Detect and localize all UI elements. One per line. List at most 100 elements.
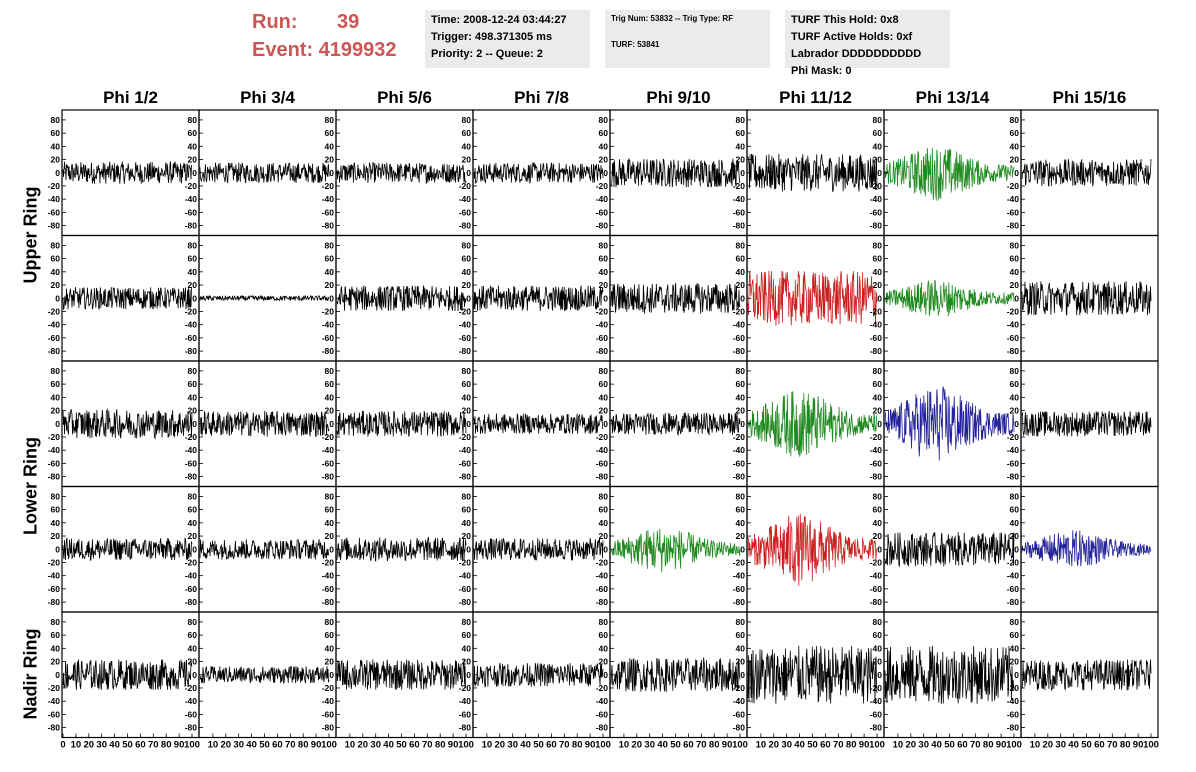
y-tick-label: 80 <box>188 617 198 627</box>
y-tick-label: 40 <box>736 267 746 277</box>
column-header-phi-15-16: Phi 15/16 <box>1052 88 1127 107</box>
x-tick-label: 90 <box>448 740 459 751</box>
y-tick-label: 20 <box>325 657 335 667</box>
y-tick-label: 60 <box>188 254 198 264</box>
y-tick-label: 40 <box>599 643 609 653</box>
x-tick-label: 70 <box>1107 740 1118 751</box>
y-tick-label: 80 <box>188 491 198 501</box>
x-tick-label: 60 <box>135 740 146 751</box>
x-tick-label: 30 <box>1055 740 1066 751</box>
y-tick-label: 80 <box>873 617 883 627</box>
y-tick-label: 40 <box>599 141 609 151</box>
x-tick-label: 60 <box>957 740 968 751</box>
y-tick-label: 0 <box>329 293 334 303</box>
y-tick-label: 0 <box>466 544 471 554</box>
x-tick-label: 40 <box>109 740 120 751</box>
y-tick-label: -40 <box>733 696 746 706</box>
waveform-trace <box>62 537 193 561</box>
waveform-trace <box>1021 659 1152 692</box>
y-tick-label: 20 <box>462 531 472 541</box>
waveform-trace <box>62 160 193 184</box>
y-tick-label: 40 <box>736 518 746 528</box>
y-tick-label: 60 <box>873 630 883 640</box>
y-tick-label: 0 <box>1014 419 1019 429</box>
y-tick-label: 80 <box>873 491 883 501</box>
y-tick-label: 40 <box>599 518 609 528</box>
y-tick-label: -20 <box>1007 683 1020 693</box>
y-tick-label: 20 <box>325 155 335 165</box>
y-tick-label: -80 <box>48 346 61 356</box>
y-tick-label: 60 <box>1010 379 1020 389</box>
time-line: Time: 2008-12-24 03:44:27 <box>431 14 567 26</box>
waveform-trace <box>336 659 467 690</box>
y-tick-label: -60 <box>48 458 61 468</box>
x-tick-label: 20 <box>221 740 232 751</box>
waveform-trace <box>473 162 604 184</box>
y-tick-label: -80 <box>596 221 609 231</box>
y-tick-label: -40 <box>48 320 61 330</box>
y-tick-label: 40 <box>462 518 472 528</box>
y-tick-label: 0 <box>55 544 60 554</box>
y-tick-label: -20 <box>48 432 61 442</box>
y-tick-label: 20 <box>599 155 609 165</box>
x-tick-label: 80 <box>709 740 720 751</box>
y-tick-label: -40 <box>1007 445 1020 455</box>
y-tick-label: -20 <box>459 306 472 316</box>
y-tick-label: -80 <box>48 221 61 231</box>
y-tick-label: 40 <box>188 392 198 402</box>
y-tick-label: 20 <box>736 280 746 290</box>
x-tick-label: 40 <box>931 740 942 751</box>
y-tick-label: 0 <box>55 419 60 429</box>
y-tick-label: 80 <box>599 491 609 501</box>
y-tick-label: -20 <box>459 557 472 567</box>
y-tick-label: -60 <box>322 458 335 468</box>
y-tick-label: 20 <box>188 531 198 541</box>
y-tick-label: 40 <box>325 141 335 151</box>
y-tick-label: 0 <box>1014 293 1019 303</box>
y-tick-label: 0 <box>603 168 608 178</box>
y-tick-label: 60 <box>462 505 472 515</box>
y-tick-label: 0 <box>603 293 608 303</box>
y-tick-label: -20 <box>185 432 198 442</box>
y-tick-label: 60 <box>325 630 335 640</box>
y-tick-label: -60 <box>459 333 472 343</box>
y-tick-label: -20 <box>870 432 883 442</box>
y-tick-label: 0 <box>740 544 745 554</box>
y-tick-label: 80 <box>325 115 335 125</box>
y-tick-label: 20 <box>462 657 472 667</box>
y-tick-label: 20 <box>462 155 472 165</box>
y-tick-label: -40 <box>596 320 609 330</box>
y-tick-label: 40 <box>51 267 61 277</box>
y-tick-label: 60 <box>736 630 746 640</box>
y-tick-label: -60 <box>48 584 61 594</box>
x-tick-label: 40 <box>657 740 668 751</box>
y-tick-label: 40 <box>462 392 472 402</box>
priority-line: Priority: 2 -- Queue: 2 <box>431 48 543 60</box>
y-tick-label: 40 <box>462 267 472 277</box>
y-tick-label: 20 <box>462 280 472 290</box>
y-tick-label: 20 <box>736 406 746 416</box>
x-tick-label: 20 <box>495 740 506 751</box>
y-tick-label: 60 <box>188 505 198 515</box>
waveform-trace <box>336 410 467 438</box>
y-tick-label: 20 <box>51 531 61 541</box>
x-tick-label: 50 <box>122 740 133 751</box>
x-tick-label: 60 <box>546 740 557 751</box>
y-tick-label: 80 <box>873 366 883 376</box>
y-tick-label: -60 <box>733 458 746 468</box>
y-tick-label: 80 <box>599 240 609 250</box>
y-tick-label: 0 <box>466 168 471 178</box>
y-tick-label: 80 <box>1010 366 1020 376</box>
y-tick-label: -80 <box>596 346 609 356</box>
y-tick-label: -40 <box>1007 571 1020 581</box>
x-tick-label: 60 <box>272 740 283 751</box>
y-tick-label: 60 <box>51 254 61 264</box>
y-tick-label: 60 <box>599 630 609 640</box>
y-tick-label: 20 <box>188 406 198 416</box>
y-tick-label: -80 <box>322 597 335 607</box>
y-tick-label: -80 <box>870 597 883 607</box>
run-value: 39 <box>337 11 360 33</box>
x-tick-label: 70 <box>422 740 433 751</box>
column-header-phi-7-8: Phi 7/8 <box>514 88 569 107</box>
x-tick-label: 0 <box>60 740 65 751</box>
